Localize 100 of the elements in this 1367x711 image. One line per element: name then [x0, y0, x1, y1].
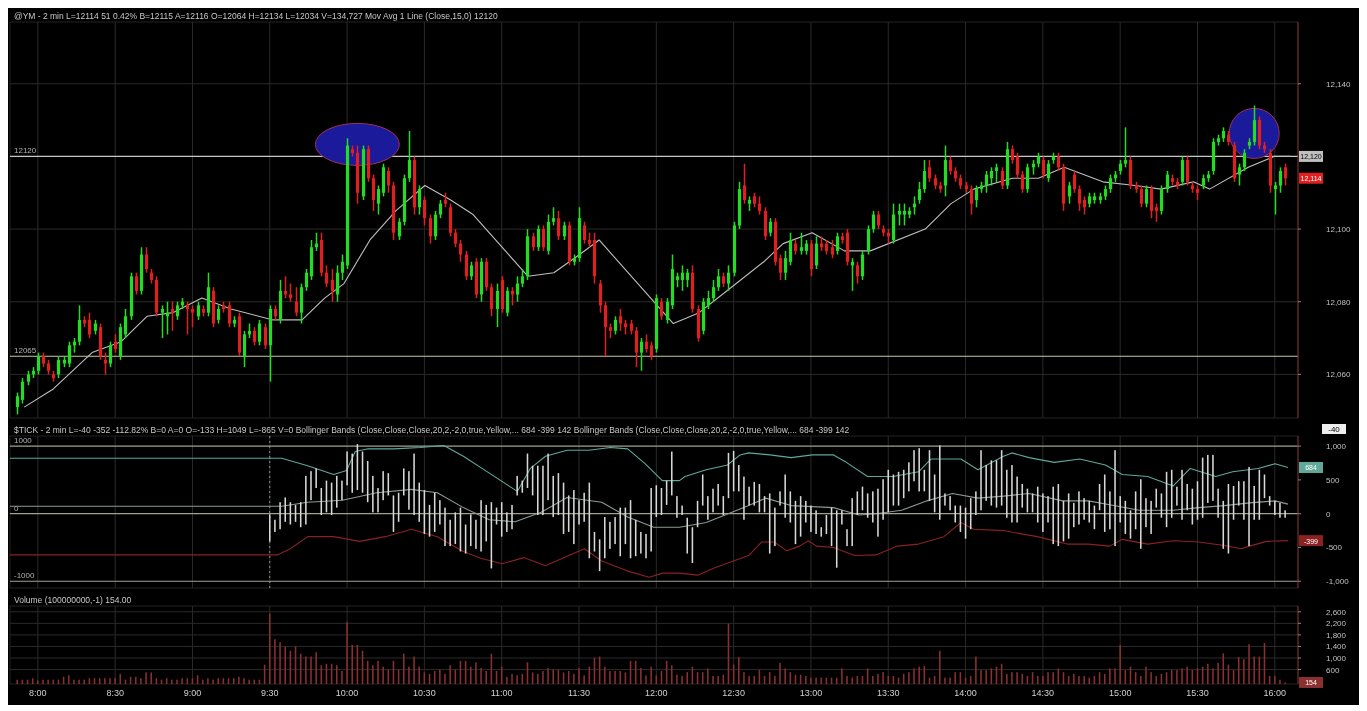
candlestick	[1025, 162, 1030, 194]
candlestick	[551, 206, 556, 227]
candlestick	[726, 264, 731, 292]
candlestick	[788, 231, 793, 267]
candlestick	[123, 308, 128, 339]
line-series	[9, 521, 1289, 578]
candlestick	[685, 268, 690, 288]
candlestick	[15, 391, 20, 416]
candlestick	[340, 253, 345, 281]
candlestick	[1020, 170, 1025, 194]
candlestick	[598, 279, 603, 314]
y-tick-label: -1,000	[1326, 577, 1350, 587]
candlestick	[716, 268, 721, 292]
y-tick-label: 12,060	[1326, 370, 1352, 380]
candlestick	[855, 261, 860, 285]
line-series	[9, 444, 1289, 492]
candlestick	[618, 308, 623, 332]
y-tick-label: 1,400	[1326, 642, 1347, 652]
candlestick	[77, 304, 82, 347]
candlestick	[778, 253, 783, 281]
candlestick	[428, 213, 433, 245]
y-tick-label: 600	[1326, 665, 1340, 675]
x-tick-label: 13:30	[876, 688, 900, 698]
candlestick	[922, 159, 927, 194]
candlestick	[866, 224, 871, 256]
candlestick	[216, 304, 221, 325]
chart-title: Volume (100000000,-1) 154.00	[14, 595, 132, 605]
candlestick	[108, 340, 113, 368]
candlestick	[927, 159, 932, 183]
x-tick-label: 12:00	[645, 688, 668, 698]
candlestick	[871, 210, 876, 234]
candlestick	[20, 377, 25, 405]
candlestick	[860, 250, 865, 281]
x-tick-label: 11:00	[490, 688, 513, 698]
y-tick-label: -500	[1326, 543, 1343, 553]
candlestick	[144, 246, 149, 274]
text: -40	[1328, 425, 1341, 434]
candlestick	[994, 162, 999, 183]
candlestick	[644, 333, 649, 354]
candlestick	[1165, 170, 1170, 194]
candlestick	[1144, 184, 1149, 209]
x-tick-label: 14:30	[1031, 688, 1055, 698]
candlestick	[489, 282, 494, 318]
candlestick	[1072, 170, 1077, 194]
candlestick	[324, 264, 329, 288]
candlestick	[464, 250, 469, 281]
x-tick-label: 10:00	[335, 688, 359, 698]
candlestick	[835, 231, 840, 256]
candlestick	[989, 166, 994, 187]
candlestick	[36, 351, 41, 376]
candlestick	[1056, 152, 1061, 172]
candlestick	[536, 224, 541, 252]
candlestick	[252, 326, 257, 347]
y-tick-label: 12,080	[1326, 297, 1352, 307]
candlestick	[1149, 184, 1154, 219]
candlestick	[257, 319, 262, 347]
candlestick	[433, 210, 438, 241]
candlestick	[531, 231, 536, 252]
candlestick	[1010, 144, 1015, 165]
candlestick	[417, 184, 422, 216]
candlestick	[371, 173, 376, 212]
candlestick	[1278, 166, 1283, 194]
candlestick	[386, 166, 391, 194]
y-tick-label: 1,000	[1326, 654, 1347, 663]
candlestick	[422, 195, 427, 227]
candlestick	[113, 333, 118, 354]
candlestick	[902, 202, 907, 227]
candlestick	[556, 210, 561, 241]
candlestick	[1185, 155, 1190, 187]
candlestick	[1082, 195, 1087, 216]
candlestick	[783, 250, 788, 281]
candlestick	[190, 304, 195, 328]
ref-line-label: 12120	[14, 146, 37, 156]
candlestick	[227, 300, 232, 328]
y-tick-label: 500	[1326, 475, 1340, 485]
candlestick	[969, 184, 974, 216]
x-tick-label: 8:30	[106, 688, 124, 698]
candlestick	[288, 282, 293, 303]
candlestick	[830, 239, 835, 259]
candlestick	[680, 264, 685, 292]
candlestick	[634, 326, 639, 368]
candlestick	[897, 202, 902, 227]
x-tick-label: 9:00	[183, 688, 202, 698]
candlestick	[56, 355, 61, 379]
x-tick-label: 11:30	[568, 688, 590, 698]
candlestick	[1159, 184, 1164, 216]
y-tick-label: 12,100	[1326, 225, 1352, 235]
candlestick	[520, 268, 525, 288]
candlestick	[1015, 152, 1020, 179]
candlestick	[407, 130, 412, 183]
candlestick	[1046, 159, 1051, 183]
ref-line-label: 12065	[14, 346, 37, 356]
candlestick	[582, 221, 587, 245]
x-tick-label: 10:30	[413, 688, 436, 698]
candlestick	[134, 271, 139, 296]
candlestick	[562, 221, 567, 241]
candlestick	[1108, 173, 1113, 194]
candlestick	[706, 290, 711, 310]
candlestick	[175, 300, 180, 321]
candlestick	[453, 228, 458, 248]
